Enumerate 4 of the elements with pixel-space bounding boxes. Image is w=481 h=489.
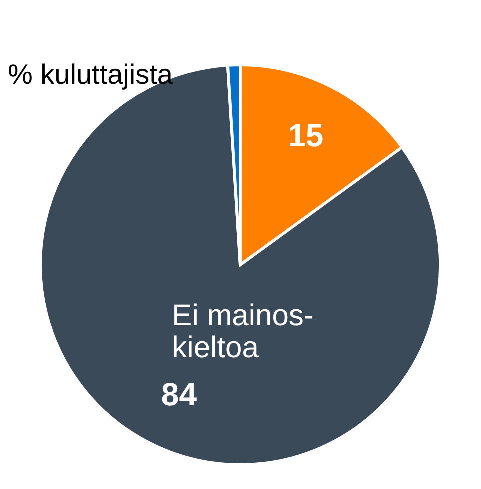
data-label: 15	[288, 118, 324, 154]
slice-label: Ei mainos-kieltoa	[172, 299, 314, 364]
chart-title: % kuluttajista	[8, 59, 174, 90]
data-label: 84	[161, 376, 198, 412]
